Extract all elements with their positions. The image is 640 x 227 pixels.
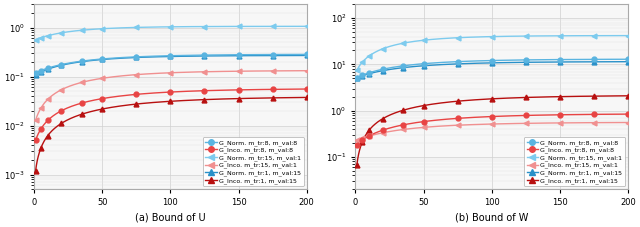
X-axis label: (b) Bound of W: (b) Bound of W <box>455 213 529 223</box>
Legend: G_Norm. m_tr:8, m_val:8, G_Inco. m_tr:8, m_val:8, G_Norm. m_tr:15, m_val:1, G_In: G_Norm. m_tr:8, m_val:8, G_Inco. m_tr:8,… <box>524 137 625 186</box>
Legend: G_Norm. m_tr:8, m_val:8, G_Inco. m_tr:8, m_val:8, G_Norm. m_tr:15, m_val:1, G_In: G_Norm. m_tr:8, m_val:8, G_Inco. m_tr:8,… <box>203 137 303 186</box>
X-axis label: (a) Bound of U: (a) Bound of U <box>135 213 205 223</box>
